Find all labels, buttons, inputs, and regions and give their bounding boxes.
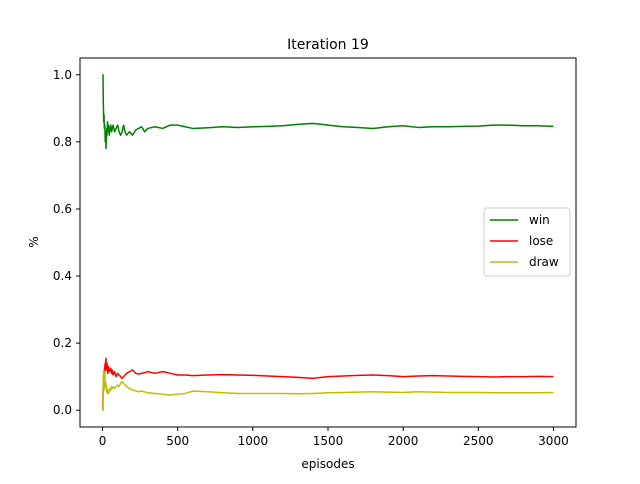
- series-lines: [102, 74, 554, 411]
- y-tick-label: 0.2: [53, 336, 72, 350]
- legend: win lose draw: [483, 207, 571, 277]
- x-tick-label: 0: [99, 434, 107, 448]
- y-axis-label: %: [27, 236, 41, 247]
- x-tick-label: 2500: [463, 434, 494, 448]
- legend-label-win: win: [529, 213, 550, 227]
- y-tick-label: 1.0: [53, 68, 72, 82]
- x-tick-label: 3000: [538, 434, 569, 448]
- x-tick-label: 1000: [238, 434, 269, 448]
- y-tick-label: 0.0: [53, 403, 72, 417]
- x-axis-ticks: 0 500 1000 1500 2000 2500 3000: [99, 427, 569, 448]
- y-tick-label: 0.4: [53, 269, 72, 283]
- y-tick-label: 0.8: [53, 135, 72, 149]
- legend-label-lose: lose: [529, 234, 553, 248]
- series-line-win: [102, 74, 554, 150]
- x-tick-label: 2000: [388, 434, 419, 448]
- legend-label-draw: draw: [529, 255, 559, 269]
- chart-title: Iteration 19: [287, 37, 369, 53]
- series-line-draw: [102, 369, 554, 411]
- series-line-lose: [102, 357, 554, 411]
- x-axis-label: episodes: [301, 457, 354, 471]
- x-tick-label: 1500: [313, 434, 344, 448]
- y-tick-label: 0.6: [53, 202, 72, 216]
- legend-box: [483, 207, 571, 277]
- y-axis-ticks: 0.0 0.2 0.4 0.6 0.8 1.0: [53, 68, 80, 417]
- x-tick-label: 500: [166, 434, 189, 448]
